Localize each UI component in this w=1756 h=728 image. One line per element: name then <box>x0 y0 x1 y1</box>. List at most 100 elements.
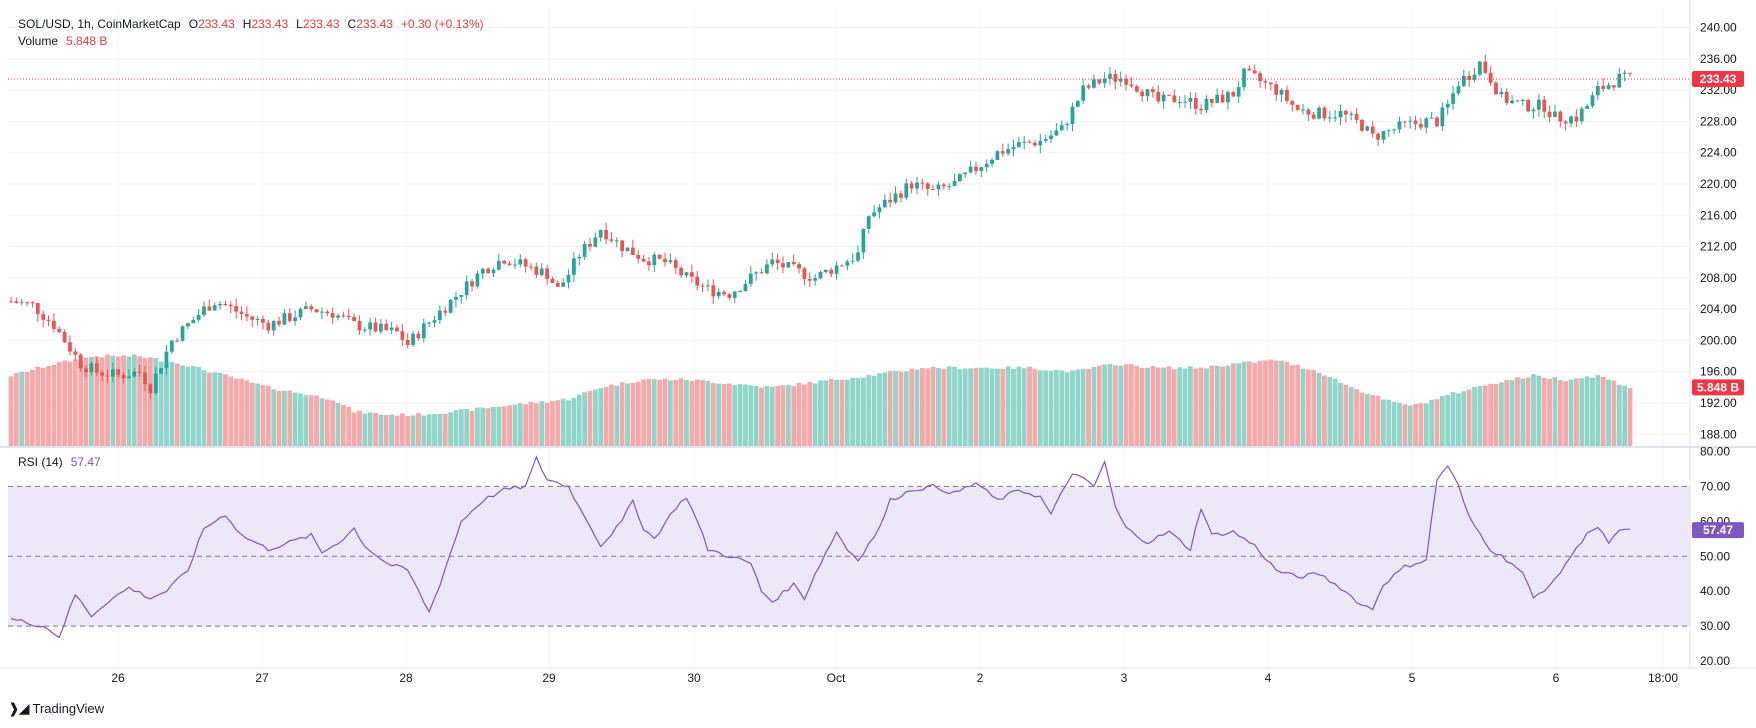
candle-body <box>904 183 909 198</box>
candle-body <box>1451 93 1455 104</box>
volume-bar <box>308 395 314 446</box>
candle-body <box>496 260 501 270</box>
candle-body <box>320 311 324 313</box>
last-price-tag-bg <box>1692 70 1744 87</box>
candle-body <box>1526 99 1531 112</box>
volume-bar <box>850 377 856 446</box>
volume-bar <box>1150 366 1156 446</box>
volume-bar <box>137 356 143 446</box>
volume-bar <box>271 389 277 446</box>
volume-bar <box>501 406 507 446</box>
tradingview-logo[interactable]: ❱◢ TradingView <box>8 700 104 717</box>
candle-body <box>62 332 67 343</box>
candle-body <box>1467 75 1472 80</box>
volume-bar <box>614 385 620 446</box>
candle-body <box>116 369 121 375</box>
candle-body <box>1242 68 1246 88</box>
volume-bar <box>812 383 818 446</box>
candle-body <box>1440 107 1445 127</box>
candle-body <box>437 310 442 321</box>
rsi-tag: 57.47 <box>1703 523 1733 537</box>
volume-bar <box>598 388 604 446</box>
volume-bar <box>1263 360 1268 446</box>
candle-body <box>899 193 903 198</box>
volume-bar <box>1413 404 1418 446</box>
symbol-label[interactable]: SOL/USD, 1h, CoinMarketCap <box>18 17 181 31</box>
candle-body <box>523 259 528 267</box>
volume-bar <box>619 382 625 446</box>
candle-body <box>545 268 549 279</box>
candle-body <box>727 294 732 298</box>
rsi-tick-label: 20.00 <box>1700 654 1730 668</box>
candle-body <box>636 254 641 259</box>
candle-body <box>1156 91 1161 102</box>
volume-bar <box>946 366 952 446</box>
candle-body <box>266 322 271 331</box>
volume-bar <box>201 370 207 446</box>
candle-body <box>797 264 801 269</box>
volume-bar <box>517 403 523 446</box>
volume-bar <box>442 413 448 446</box>
candle-body <box>507 263 512 266</box>
candle-body <box>582 243 587 257</box>
candle-body <box>1392 129 1396 131</box>
candle-body <box>196 314 201 320</box>
candle-body <box>1472 74 1477 80</box>
candle-body <box>1569 116 1573 124</box>
rsi-label[interactable]: RSI (14) <box>18 455 63 469</box>
volume-bar <box>882 372 888 446</box>
volume-bar <box>1220 366 1225 446</box>
volume-bar <box>657 380 663 446</box>
volume-bar <box>1204 368 1209 446</box>
candle-body <box>1419 123 1423 128</box>
volume-bar <box>635 381 641 446</box>
candle-body <box>984 163 989 168</box>
volume-bar <box>528 401 534 446</box>
candle-body <box>1295 104 1300 110</box>
candle-body <box>786 262 791 268</box>
volume-bar <box>1504 380 1510 446</box>
volume-bar <box>126 356 132 446</box>
candle-body <box>1177 102 1182 104</box>
candle-body <box>1215 94 1220 103</box>
volume-bar <box>78 360 84 446</box>
volume-bar <box>1171 369 1177 446</box>
candle-body <box>1622 72 1627 74</box>
candle-body <box>218 304 222 306</box>
candle-body <box>1263 81 1268 83</box>
volume-bar <box>249 382 255 446</box>
volume-bar <box>1166 366 1172 446</box>
candle-body <box>1000 151 1005 154</box>
volume-bar <box>587 390 593 446</box>
candle-body <box>958 174 962 182</box>
volume-bar <box>1552 377 1558 446</box>
candle-body <box>555 283 560 287</box>
candle-body <box>325 311 330 314</box>
volume-bar <box>185 366 191 446</box>
volume-bar <box>1450 392 1456 446</box>
volume-bar <box>984 367 990 446</box>
candles <box>9 54 1632 399</box>
volume-bar <box>550 400 555 446</box>
volume-label[interactable]: Volume <box>18 34 59 48</box>
volume-bar <box>694 379 700 446</box>
volume-bar <box>276 390 282 446</box>
candle-body <box>598 230 603 238</box>
volume-bar <box>625 383 630 446</box>
volume-bar <box>1359 392 1365 446</box>
volume-bar <box>1547 378 1552 446</box>
candle-body <box>1536 99 1541 110</box>
volume-bar <box>1064 372 1070 446</box>
volume-bar <box>1021 368 1027 446</box>
volume-bar <box>1370 395 1376 446</box>
volume-bar <box>244 380 250 446</box>
candle-body <box>850 260 855 262</box>
candle-body <box>1606 85 1611 89</box>
candle-body <box>127 376 131 379</box>
candle-body <box>14 301 19 303</box>
candle-body <box>604 230 608 240</box>
candle-body <box>212 305 217 311</box>
volume-bar <box>303 395 309 446</box>
candle-body <box>400 331 405 340</box>
